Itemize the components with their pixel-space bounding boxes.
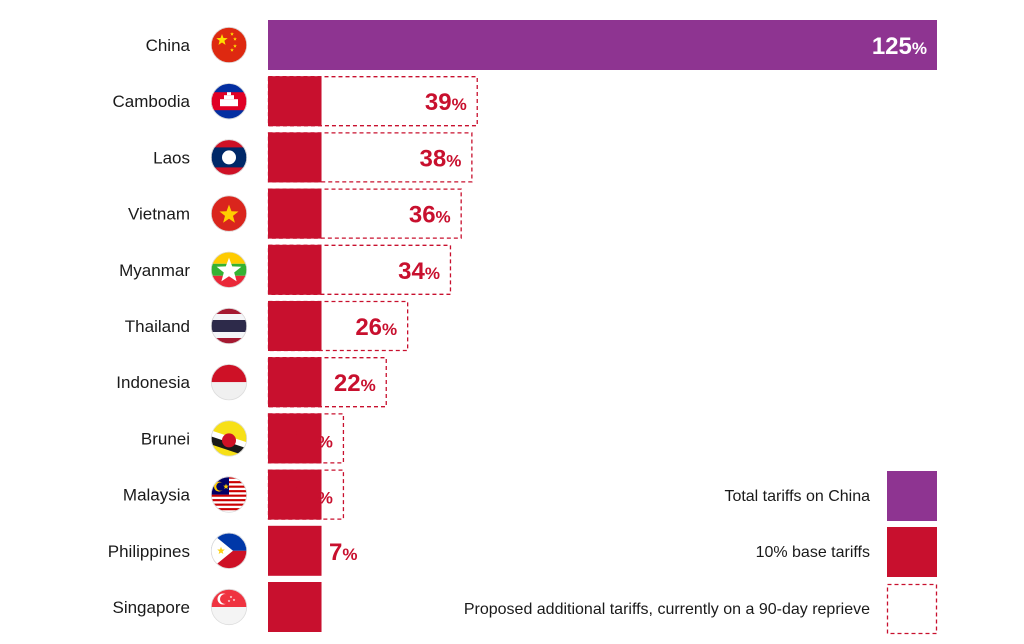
laos-flag-icon xyxy=(211,139,247,175)
bar-base xyxy=(268,245,322,295)
myanmar-flag-icon xyxy=(211,252,247,288)
row-indonesia: Indonesia 22% xyxy=(116,357,386,407)
indonesia-flag-icon xyxy=(211,364,247,400)
value-label: 7% xyxy=(329,539,357,566)
row-brunei: Brunei 14% xyxy=(141,413,344,463)
row-cambodia: Cambodia 39% xyxy=(113,76,478,126)
value-label: 39% xyxy=(425,89,467,116)
value-label: 22% xyxy=(334,370,376,397)
country-label: Myanmar xyxy=(119,261,190,280)
country-label: Indonesia xyxy=(116,373,190,392)
country-label: China xyxy=(146,36,191,55)
china-flag-icon xyxy=(211,27,247,63)
vietnam-flag-icon xyxy=(211,196,247,232)
legend-label: Proposed additional tariffs, currently o… xyxy=(464,601,870,618)
legend-item: Total tariffs on China xyxy=(724,471,937,521)
legend: Total tariffs on China 10% base tariffs Pr… xyxy=(464,471,937,634)
country-label: Laos xyxy=(153,148,190,167)
value-label: 38% xyxy=(420,145,462,172)
legend-swatch xyxy=(887,527,937,577)
philippines-flag-icon xyxy=(211,533,247,569)
bar-base xyxy=(268,76,322,126)
legend-label: Total tariffs on China xyxy=(724,488,870,505)
brunei-flag-icon xyxy=(211,420,247,456)
value-label: 14% xyxy=(291,426,333,453)
row-china: China 125% xyxy=(146,20,937,70)
legend-item: 10% base tariffs xyxy=(756,527,937,577)
row-myanmar: Myanmar 34% xyxy=(119,245,450,295)
country-label: Cambodia xyxy=(113,92,191,111)
bar-base xyxy=(268,526,322,576)
country-label: Malaysia xyxy=(123,486,191,505)
bar-base xyxy=(268,357,322,407)
row-laos: Laos 38% xyxy=(153,132,472,182)
country-label: Philippines xyxy=(108,542,190,561)
country-label: Thailand xyxy=(125,317,190,336)
country-label: Singapore xyxy=(112,598,190,617)
legend-item: Proposed additional tariffs, currently o… xyxy=(464,585,937,634)
row-philippines: Philippines 7% xyxy=(108,526,358,576)
legend-swatch xyxy=(888,585,937,634)
country-label: Brunei xyxy=(141,429,190,448)
value-label: 14% xyxy=(291,483,333,510)
legend-label: 10% base tariffs xyxy=(756,544,870,561)
thailand-flag-icon xyxy=(211,308,247,344)
value-label: 26% xyxy=(355,314,397,341)
bar-base xyxy=(268,189,322,239)
row-malaysia: Malaysia 14% xyxy=(123,470,344,520)
bar-base xyxy=(268,132,322,182)
singapore-flag-icon xyxy=(211,589,247,625)
cambodia-flag-icon xyxy=(211,83,247,119)
legend-swatch xyxy=(887,471,937,521)
value-label: 34% xyxy=(398,258,440,285)
bar-base xyxy=(268,582,322,632)
row-singapore: Singapore xyxy=(112,582,321,632)
malaysia-flag-icon xyxy=(211,477,247,513)
row-vietnam: Vietnam 36% xyxy=(128,189,461,239)
row-thailand: Thailand 26% xyxy=(125,301,408,351)
bar-total-china xyxy=(268,20,937,70)
country-label: Vietnam xyxy=(128,205,190,224)
bar-base xyxy=(268,301,322,351)
value-label: 36% xyxy=(409,202,451,229)
tariff-chart: China 125% Cambodia 39% Laos 38% Vietnam 36% Mya… xyxy=(0,0,1024,644)
